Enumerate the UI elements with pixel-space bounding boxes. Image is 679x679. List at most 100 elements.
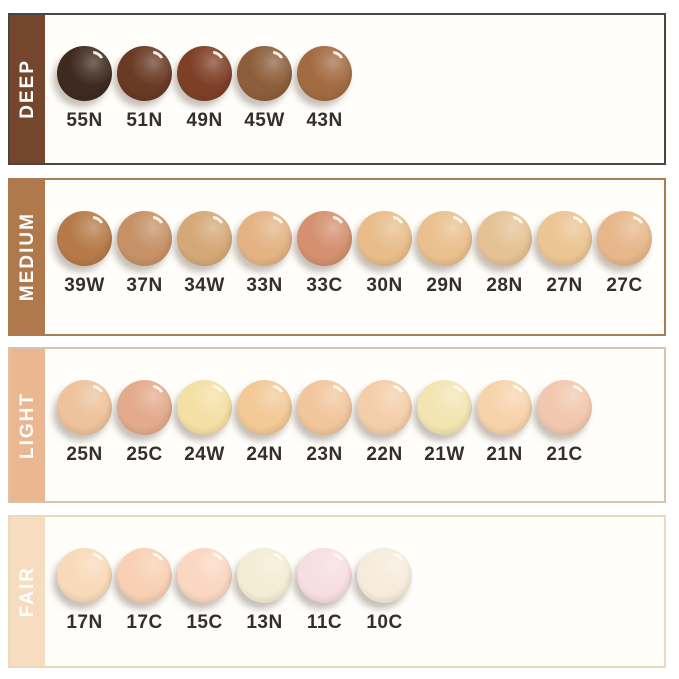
shine-icon	[206, 48, 226, 67]
shine-icon	[146, 550, 166, 569]
shine-icon	[266, 213, 286, 232]
shine-icon	[86, 213, 106, 232]
category-sidebar: FAIR	[10, 517, 45, 666]
swatch-item: 29N	[417, 211, 472, 297]
shade-swatch	[477, 380, 532, 435]
swatch-item: 43N	[297, 46, 352, 132]
shade-label: 30N	[366, 275, 403, 296]
swatch-item: 17N	[57, 548, 112, 634]
shade-label: 29N	[426, 275, 463, 296]
swatch-item: 39W	[57, 211, 112, 297]
shade-swatch	[597, 211, 652, 266]
swatch-item: 45W	[237, 46, 292, 132]
shade-label: 23N	[306, 444, 343, 465]
shade-row: LIGHT 25N 25C 24W 24N 23N 22N 21W 21N 21C	[8, 347, 666, 503]
shade-label: 49N	[186, 110, 223, 131]
shine-icon	[386, 213, 406, 232]
shine-icon	[86, 382, 106, 401]
shade-label: 27C	[606, 275, 643, 296]
swatch-item: 11C	[297, 548, 352, 634]
swatch-item: 22N	[357, 380, 412, 466]
shade-swatch	[117, 46, 172, 101]
swatch-item: 24N	[237, 380, 292, 466]
category-sidebar: MEDIUM	[10, 180, 45, 334]
shade-swatch	[537, 211, 592, 266]
shade-swatch	[57, 46, 112, 101]
shade-label: 21N	[486, 444, 523, 465]
shade-label: 13N	[246, 612, 283, 633]
shine-icon	[566, 382, 586, 401]
shade-row: FAIR 17N 17C 15C 13N 11C 10C	[8, 515, 666, 668]
shine-icon	[386, 550, 406, 569]
shade-swatch	[57, 380, 112, 435]
shade-label: 22N	[366, 444, 403, 465]
swatch-item: 25N	[57, 380, 112, 466]
swatch-item: 27N	[537, 211, 592, 297]
shade-swatch	[357, 211, 412, 266]
category-sidebar: LIGHT	[10, 349, 45, 501]
swatch-item: 33N	[237, 211, 292, 297]
shine-icon	[86, 550, 106, 569]
shade-label: 33N	[246, 275, 283, 296]
shade-swatch	[237, 548, 292, 603]
swatch-item: 21N	[477, 380, 532, 466]
shine-icon	[566, 213, 586, 232]
shade-label: 10C	[366, 612, 403, 633]
shade-label: 15C	[186, 612, 223, 633]
shine-icon	[206, 213, 226, 232]
shade-label: 39W	[64, 275, 105, 296]
category-label: FAIR	[16, 565, 38, 618]
shade-label: 34W	[184, 275, 225, 296]
shine-icon	[326, 382, 346, 401]
shade-swatch	[177, 211, 232, 266]
swatch-list: 39W 37N 34W 33N 33C 30N 29N 28N 27N 27C	[57, 211, 652, 297]
shade-label: 24W	[184, 444, 225, 465]
shine-icon	[266, 382, 286, 401]
shade-label: 17C	[126, 612, 163, 633]
swatch-item: 21W	[417, 380, 472, 466]
shade-label: 11C	[306, 612, 343, 633]
shine-icon	[146, 382, 166, 401]
shine-icon	[266, 48, 286, 67]
shade-swatch	[357, 380, 412, 435]
shine-icon	[506, 213, 526, 232]
shine-icon	[626, 213, 646, 232]
shine-icon	[266, 550, 286, 569]
swatch-list: 17N 17C 15C 13N 11C 10C	[57, 548, 412, 634]
shade-swatch	[297, 211, 352, 266]
shade-label: 21C	[546, 444, 583, 465]
shade-label: 43N	[306, 110, 343, 131]
swatch-item: 30N	[357, 211, 412, 297]
shade-swatch	[417, 380, 472, 435]
category-label: MEDIUM	[16, 212, 38, 302]
shade-swatch	[537, 380, 592, 435]
swatch-list: 25N 25C 24W 24N 23N 22N 21W 21N 21C	[57, 380, 592, 466]
category-label: DEEP	[16, 59, 38, 119]
shade-swatch	[237, 211, 292, 266]
swatch-item: 17C	[117, 548, 172, 634]
shine-icon	[206, 382, 226, 401]
swatch-item: 33C	[297, 211, 352, 297]
shade-label: 51N	[126, 110, 163, 131]
shade-label: 33C	[306, 275, 343, 296]
shade-swatch	[57, 211, 112, 266]
shade-label: 27N	[546, 275, 583, 296]
shine-icon	[86, 48, 106, 67]
shine-icon	[326, 550, 346, 569]
shade-swatch	[237, 380, 292, 435]
shade-label: 28N	[486, 275, 523, 296]
shade-swatch	[177, 380, 232, 435]
category-label: LIGHT	[16, 391, 38, 459]
swatch-item: 10C	[357, 548, 412, 634]
shade-label: 17N	[66, 612, 103, 633]
shade-label: 25C	[126, 444, 163, 465]
shine-icon	[446, 213, 466, 232]
shade-swatch	[117, 211, 172, 266]
shade-swatch	[57, 548, 112, 603]
shade-swatch	[417, 211, 472, 266]
shine-icon	[446, 382, 466, 401]
shade-row: DEEP 55N 51N 49N 45W 43N	[8, 13, 666, 165]
shade-label: 45W	[244, 110, 285, 131]
shade-swatch	[237, 46, 292, 101]
category-sidebar: DEEP	[10, 15, 45, 163]
